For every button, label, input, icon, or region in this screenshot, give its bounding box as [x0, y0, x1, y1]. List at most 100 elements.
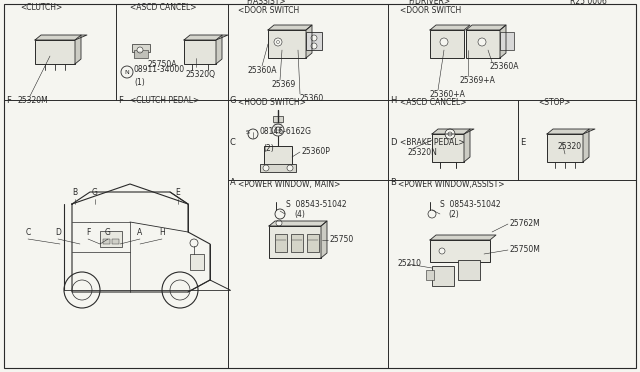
- Bar: [190, 254, 204, 270]
- Text: <CLUTCH PEDAL>: <CLUTCH PEDAL>: [130, 96, 199, 105]
- Text: 25320M: 25320M: [18, 96, 49, 105]
- Text: N: N: [125, 70, 129, 74]
- Text: S: S: [246, 129, 250, 135]
- Text: <BRAKE PEDAL>: <BRAKE PEDAL>: [400, 138, 465, 147]
- Text: (2): (2): [448, 210, 459, 219]
- Text: G: G: [105, 228, 111, 237]
- Text: 25360: 25360: [300, 94, 324, 103]
- Text: F/DRIVER>: F/DRIVER>: [408, 0, 450, 6]
- Bar: [432, 266, 454, 286]
- Text: 08146-6162G: 08146-6162G: [259, 128, 311, 137]
- Text: G: G: [92, 188, 98, 197]
- Text: <STOP>: <STOP>: [538, 98, 570, 107]
- Text: 25750: 25750: [330, 235, 355, 244]
- Circle shape: [275, 209, 285, 219]
- Text: 08911-34000: 08911-34000: [134, 65, 185, 74]
- Polygon shape: [464, 129, 470, 162]
- Circle shape: [478, 38, 486, 46]
- Text: B: B: [72, 188, 77, 197]
- Text: <ASCD CANCEL>: <ASCD CANCEL>: [130, 3, 196, 12]
- Bar: [426, 270, 434, 280]
- Polygon shape: [35, 35, 87, 40]
- Circle shape: [276, 41, 280, 44]
- Polygon shape: [547, 129, 595, 134]
- Text: A: A: [138, 228, 143, 237]
- Bar: [112, 239, 119, 244]
- Circle shape: [311, 35, 317, 41]
- Circle shape: [445, 129, 455, 139]
- Polygon shape: [184, 35, 228, 40]
- Bar: [307, 234, 319, 252]
- Bar: [268, 30, 306, 58]
- Text: 25750M: 25750M: [510, 246, 541, 254]
- Circle shape: [276, 220, 282, 226]
- Text: R25 0006: R25 0006: [570, 0, 607, 6]
- Bar: [260, 164, 296, 172]
- Text: C: C: [230, 138, 236, 147]
- Text: 25360+A: 25360+A: [430, 90, 466, 99]
- Bar: [432, 134, 464, 162]
- Text: 25360A: 25360A: [248, 66, 278, 75]
- Text: H: H: [159, 228, 165, 237]
- Text: <DOOR SWITCH: <DOOR SWITCH: [400, 6, 461, 15]
- Text: D: D: [390, 138, 397, 147]
- Circle shape: [64, 272, 100, 308]
- Circle shape: [287, 165, 293, 171]
- Polygon shape: [321, 221, 327, 258]
- Text: 25320Q: 25320Q: [186, 70, 216, 79]
- Text: <CLUTCH>: <CLUTCH>: [20, 3, 62, 12]
- Polygon shape: [75, 35, 81, 64]
- Bar: [275, 234, 287, 252]
- Text: D: D: [55, 228, 61, 237]
- Circle shape: [190, 239, 198, 247]
- Circle shape: [263, 165, 269, 171]
- Bar: [466, 30, 500, 58]
- Text: F: F: [118, 96, 123, 105]
- Text: 25360P: 25360P: [302, 148, 331, 157]
- Polygon shape: [306, 25, 312, 58]
- Bar: [458, 260, 480, 280]
- Circle shape: [311, 43, 317, 49]
- Bar: [132, 44, 150, 52]
- Circle shape: [428, 210, 436, 218]
- Text: E: E: [520, 138, 525, 147]
- Bar: [134, 50, 148, 58]
- Bar: [264, 146, 292, 166]
- Polygon shape: [466, 25, 506, 30]
- Text: G: G: [230, 96, 237, 105]
- Bar: [500, 32, 514, 50]
- Circle shape: [439, 248, 445, 254]
- Text: 25320: 25320: [558, 142, 582, 151]
- Text: 25320N: 25320N: [408, 148, 438, 157]
- Text: A: A: [230, 178, 236, 187]
- Polygon shape: [500, 25, 506, 58]
- Text: F/ASSIST>: F/ASSIST>: [246, 0, 285, 6]
- Circle shape: [137, 47, 143, 53]
- Polygon shape: [268, 25, 312, 30]
- Text: 25750A: 25750A: [148, 60, 177, 69]
- Text: S  08543-51042: S 08543-51042: [440, 200, 500, 209]
- Circle shape: [72, 280, 92, 300]
- Text: <ASCD CANCEL>: <ASCD CANCEL>: [400, 98, 467, 107]
- Circle shape: [275, 127, 281, 133]
- Text: (4): (4): [294, 210, 305, 219]
- Circle shape: [272, 124, 284, 136]
- Text: (1): (1): [134, 77, 145, 87]
- Bar: [103, 239, 110, 244]
- Bar: [430, 30, 464, 58]
- Text: 25762M: 25762M: [510, 219, 541, 228]
- Text: <POWER WINDOW,ASSIST>: <POWER WINDOW,ASSIST>: [398, 180, 504, 189]
- Circle shape: [170, 280, 190, 300]
- Polygon shape: [216, 35, 222, 64]
- Polygon shape: [430, 235, 496, 240]
- Polygon shape: [432, 129, 474, 134]
- Text: 25369+A: 25369+A: [460, 76, 496, 85]
- Text: (2): (2): [263, 144, 274, 153]
- Text: F: F: [86, 228, 90, 237]
- Bar: [100, 231, 122, 247]
- Text: E: E: [175, 188, 180, 197]
- Text: 25360A: 25360A: [490, 62, 520, 71]
- Circle shape: [448, 132, 452, 136]
- Polygon shape: [269, 221, 327, 226]
- Bar: [184, 40, 216, 64]
